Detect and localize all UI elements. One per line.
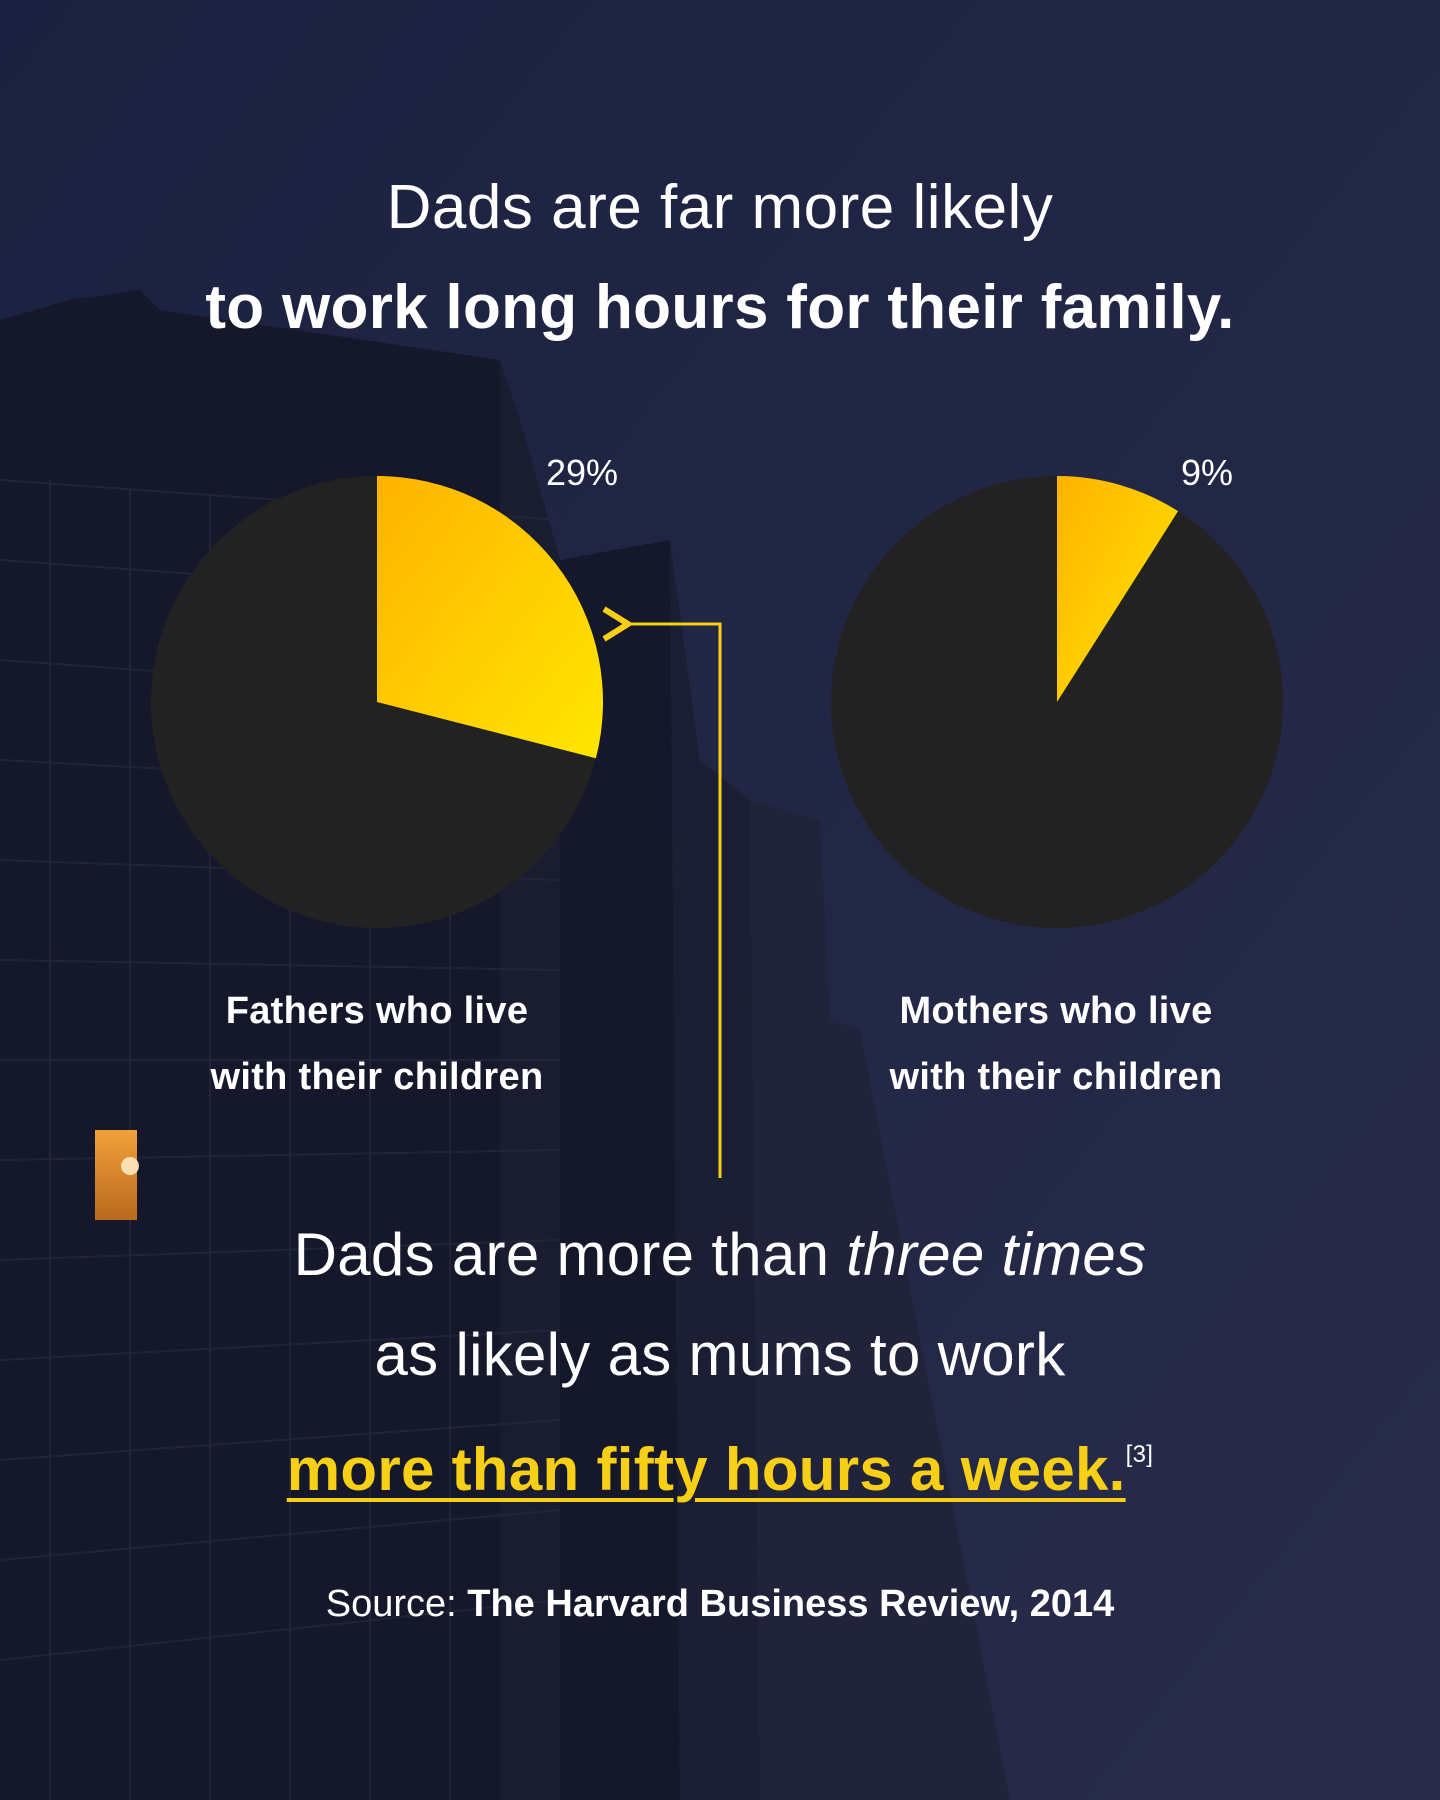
reference-marker: [3] — [1125, 1441, 1154, 1468]
statement-emphasis: three times — [846, 1221, 1147, 1288]
mothers-caption-line-1: Mothers who live — [899, 990, 1213, 1032]
source-label: Source: — [325, 1583, 468, 1625]
mothers-caption-line-2: with their children — [889, 1056, 1223, 1098]
mothers-pie-highlight-slice — [1057, 476, 1179, 702]
headline-line-2: to work long hours for their family. — [205, 273, 1235, 342]
statement-line-2: as likely as mums to work — [374, 1321, 1066, 1388]
fathers-pie-chart — [151, 476, 603, 928]
mothers-caption: Mothers who live with their children — [826, 978, 1286, 1110]
fathers-pie-highlight-slice — [377, 476, 603, 759]
fathers-percent-label: 29% — [546, 452, 618, 493]
fathers-caption: Fathers who live with their children — [147, 978, 607, 1110]
statement-line-1: Dads are more than three times — [0, 1205, 1440, 1305]
source-citation: Source: The Harvard Business Review, 201… — [0, 1583, 1440, 1626]
statement-highlight: more than fifty hours a week. — [286, 1436, 1126, 1503]
source-value: The Harvard Business Review, 2014 — [467, 1583, 1115, 1625]
comparison-arrow — [602, 606, 722, 1178]
mothers-pie-chart — [831, 476, 1283, 928]
fathers-caption-line-1: Fathers who live — [225, 990, 529, 1032]
key-statement: Dads are more than three times as likely… — [0, 1205, 1440, 1520]
statement-line-1-prefix: Dads are more than — [293, 1221, 847, 1288]
headline-line-1: Dads are far more likely — [386, 173, 1054, 242]
statement-line-3: more than fifty hours a week.[3] — [0, 1405, 1440, 1520]
fathers-caption-line-2: with their children — [210, 1056, 544, 1098]
mothers-percent-label: 9% — [1181, 452, 1233, 493]
